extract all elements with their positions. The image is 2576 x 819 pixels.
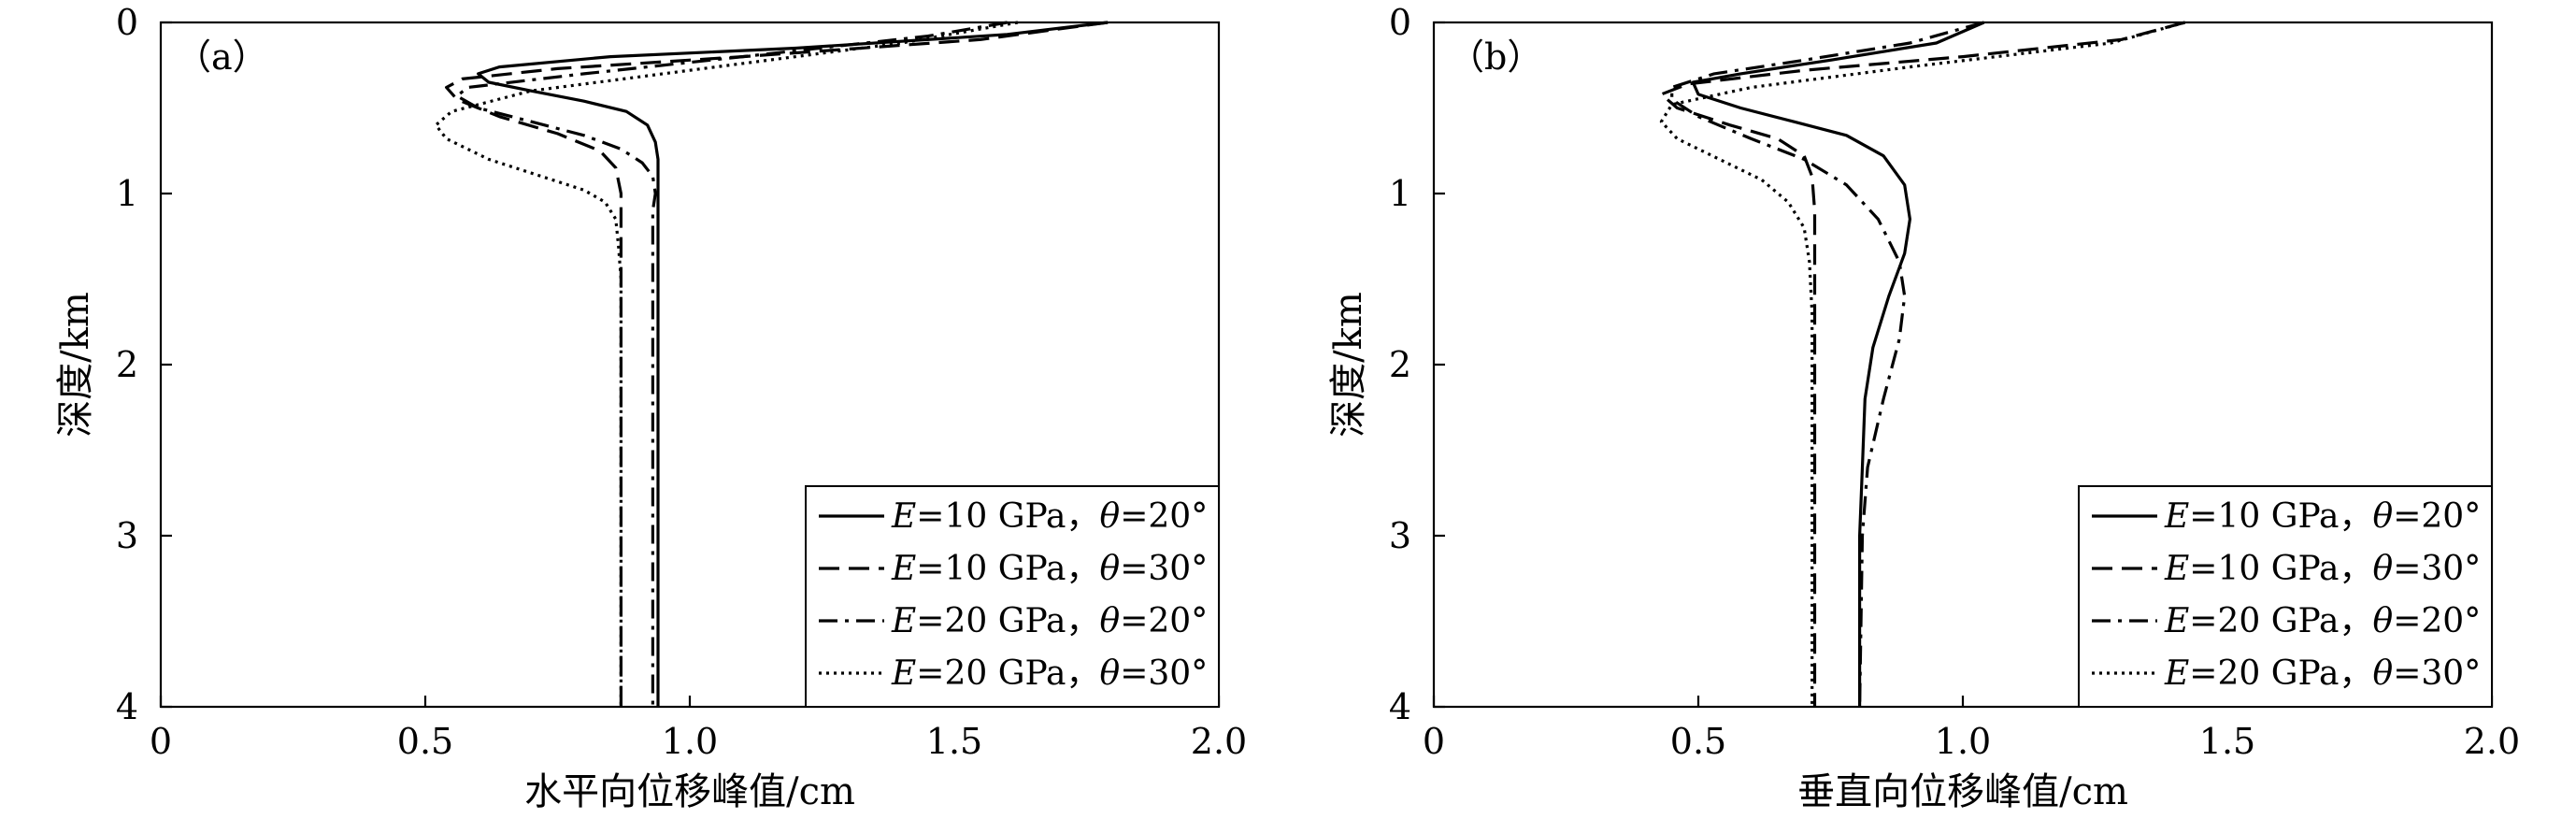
series-line-3 xyxy=(455,21,1008,707)
legend: E=10 GPa，θ=20° E=10 GPa，θ=30° E=20 GPa，θ=2… xyxy=(805,485,1220,708)
legend-entry-2: E=10 GPa，θ=30° xyxy=(891,550,1208,588)
y-tick-label: 1 xyxy=(1389,173,1411,214)
legend-entry-1: E=10 GPa，θ=20° xyxy=(2164,497,2481,536)
x-tick-label: 0.5 xyxy=(1670,721,1726,762)
panel-a: 0 0.5 1.0 1.5 2.0 0 1 2 3 4 水平向位移峰值/cm 深度/km （a） E=10… xyxy=(54,2,1247,813)
y-tick-label: 3 xyxy=(1389,515,1411,556)
series-line-1 xyxy=(477,21,1109,707)
x-tick-label: 0 xyxy=(150,721,172,762)
legend: E=10 GPa，θ=20° E=10 GPa，θ=30° E=20 GPa，θ=2… xyxy=(2078,485,2493,708)
x-tick-label: 0 xyxy=(1423,721,1445,762)
legend-box xyxy=(2078,485,2493,708)
x-tick-label: 1.0 xyxy=(1935,721,1991,762)
y-tick-label: 2 xyxy=(1389,344,1411,385)
y-tick-label: 4 xyxy=(1389,686,1411,727)
y-tick-label: 2 xyxy=(116,344,138,385)
legend-entry-2: E=10 GPa，θ=30° xyxy=(2164,550,2481,588)
panel-b: 0 0.5 1.0 1.5 2.0 0 1 2 3 4 垂直向位移峰值/cm 深度/km （b） E=10… xyxy=(1327,2,2520,813)
series-line-1 xyxy=(1691,21,1985,707)
y-axis-title: 深度/km xyxy=(1327,292,1370,438)
series-line-4 xyxy=(434,21,1019,707)
y-tick-label: 3 xyxy=(116,515,138,556)
x-tick-label: 0.5 xyxy=(397,721,453,762)
x-tick-label: 1.5 xyxy=(926,721,982,762)
panel-label: （a） xyxy=(176,36,268,78)
y-tick-label: 0 xyxy=(1389,2,1411,43)
x-tick-label: 1.0 xyxy=(662,721,718,762)
panel-label: （b） xyxy=(1449,36,1542,78)
y-tick-label: 1 xyxy=(116,173,138,214)
x-axis-title: 水平向位移峰值/cm xyxy=(524,770,855,813)
y-tick-label: 0 xyxy=(116,2,138,43)
series-line-2 xyxy=(1659,21,2186,707)
x-tick-label: 2.0 xyxy=(2464,721,2520,762)
legend-entry-3: E=20 GPa，θ=20° xyxy=(891,602,1208,640)
legend-entry-4: E=20 GPa，θ=30° xyxy=(2164,654,2481,693)
x-axis-title: 垂直向位移峰值/cm xyxy=(1797,770,2128,813)
series-line-3 xyxy=(1670,21,1985,708)
y-axis-title: 深度/km xyxy=(54,292,97,438)
legend-entry-3: E=20 GPa，θ=20° xyxy=(2164,602,2481,640)
legend-entry-4: E=20 GPa，θ=30° xyxy=(891,654,1208,693)
x-tick-label: 2.0 xyxy=(1191,721,1247,762)
x-tick-label: 1.5 xyxy=(2199,721,2255,762)
legend-entry-1: E=10 GPa，θ=20° xyxy=(891,497,1208,536)
series-line-4 xyxy=(1659,21,2186,707)
y-tick-label: 4 xyxy=(116,686,138,727)
series-line-2 xyxy=(445,21,1109,707)
legend-box xyxy=(805,485,1220,708)
